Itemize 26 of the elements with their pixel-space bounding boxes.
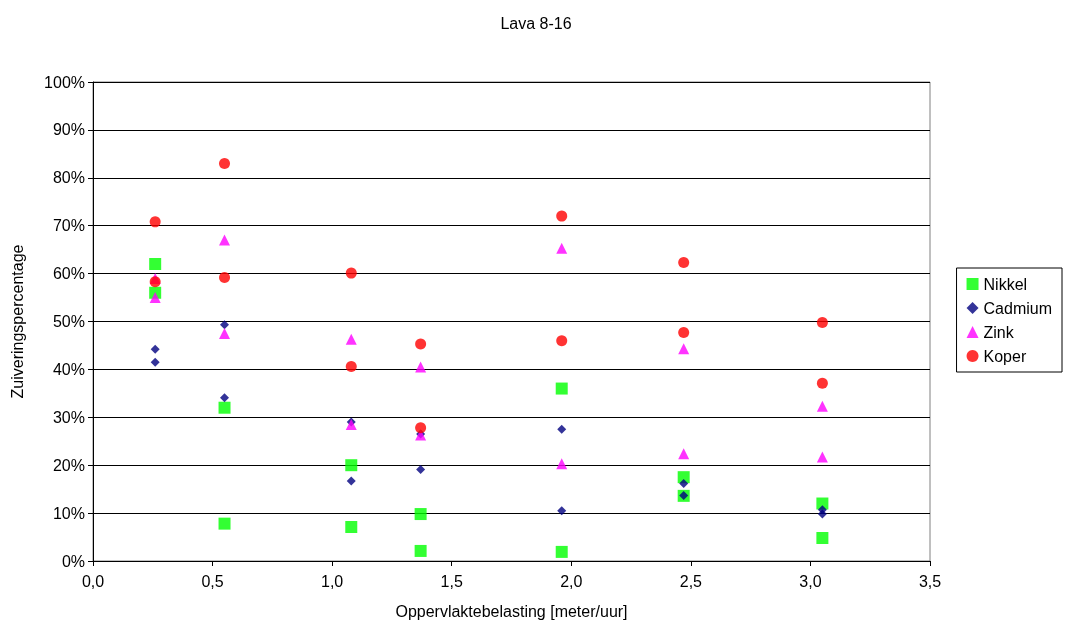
y-tick-label: 30% (52, 408, 85, 426)
x-tick-label: 0,0 (81, 572, 105, 590)
x-tick-label: 2,0 (560, 572, 583, 590)
legend-label: Cadmium (983, 299, 1053, 317)
y-tick-label: 100% (44, 73, 85, 91)
x-tick-label: 0,5 (201, 572, 224, 590)
x-tick-label: 3,0 (799, 572, 822, 590)
chart-title: Lava 8-16 (500, 14, 572, 32)
y-tick-label: 20% (52, 456, 85, 474)
y-tick-label: 10% (52, 504, 85, 522)
y-tick-label: 50% (52, 313, 85, 330)
y-tick-label: 80% (52, 169, 85, 187)
legend-label: Koper (983, 347, 1027, 365)
legend-label: Nikkel (983, 275, 1028, 293)
y-tick-label: 70% (52, 217, 85, 235)
x-axis-title: Oppervlaktebelasting [meter/uur] (395, 602, 628, 620)
x-tick-label: 3,5 (918, 572, 942, 590)
y-tick-label: 0% (61, 552, 85, 570)
y-axis-title: Zuiveringspercentage (8, 244, 26, 399)
y-tick-label: 40% (52, 360, 85, 378)
x-tick-label: 1,0 (321, 572, 344, 590)
x-tick-label: 1,5 (440, 572, 463, 590)
legend-label: Zink (983, 323, 1015, 341)
y-tick-label: 60% (52, 265, 85, 283)
y-tick-label: 90% (52, 121, 85, 139)
x-tick-label: 2,5 (679, 572, 703, 590)
